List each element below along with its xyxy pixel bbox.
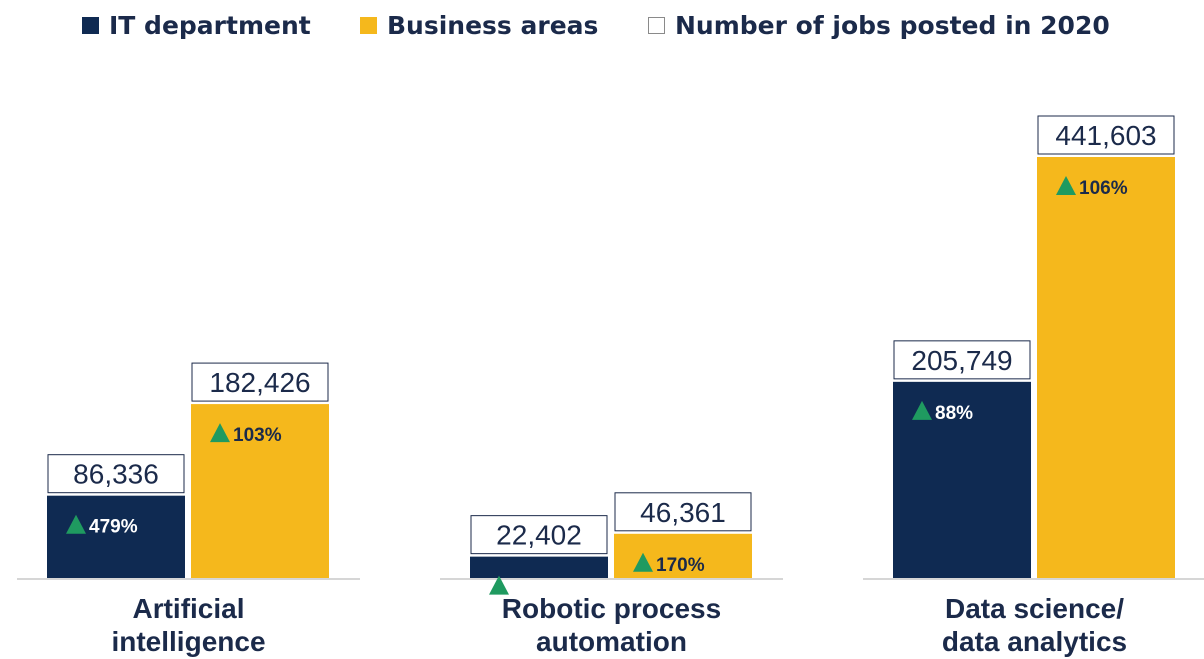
bar-business-areas: [191, 404, 329, 578]
value-label-box: [893, 340, 1031, 380]
growth-label: 530%: [512, 578, 561, 599]
value-label-box: [47, 454, 185, 494]
category-label: automation: [536, 626, 687, 657]
legend-label-it: IT department: [109, 10, 311, 40]
legend-label-jobs-posted: Number of jobs posted in 2020: [675, 10, 1110, 40]
value-label: 86,336: [73, 459, 159, 490]
value-label: 182,426: [209, 367, 310, 398]
growth-label: 479%: [89, 517, 138, 538]
category-label: Data science/: [945, 593, 1124, 624]
growth-label: 103%: [233, 425, 282, 446]
legend-item-jobs-posted: Number of jobs posted in 2020: [648, 8, 1110, 42]
value-label-box: [1037, 115, 1175, 155]
value-label: 22,402: [496, 520, 582, 551]
growth-up-arrow-icon: [633, 552, 653, 572]
growth-label: 88%: [935, 403, 973, 424]
category-label: Robotic process: [502, 593, 721, 624]
legend-swatch-jobs-posted: [648, 16, 665, 34]
value-label: 441,603: [1055, 120, 1156, 151]
value-label: 205,749: [911, 345, 1012, 376]
value-label-box: [191, 362, 329, 402]
legend-swatch-business: [360, 16, 377, 34]
category-label: Artificial: [132, 593, 244, 624]
value-label-box: [470, 515, 608, 555]
growth-up-arrow-icon: [912, 400, 932, 420]
growth-label: 170%: [656, 555, 705, 576]
legend-label-business: Business areas: [387, 10, 599, 40]
value-label-box: [614, 492, 752, 532]
category-label: intelligence: [111, 626, 265, 657]
growth-up-arrow-icon: [210, 423, 230, 443]
growth-up-arrow-icon: [489, 575, 509, 595]
growth-up-arrow-icon: [66, 514, 86, 534]
growth-up-arrow-icon: [1056, 176, 1076, 195]
bar-it-department: [470, 556, 608, 578]
value-label: 46,361: [640, 497, 726, 528]
category-label: data analytics: [942, 626, 1127, 657]
growth-label: 106%: [1079, 178, 1128, 199]
bar-it-department: [47, 495, 185, 578]
legend-item-business: Business areas: [360, 8, 598, 42]
bar-business-areas: [1037, 157, 1175, 578]
legend: IT department Business areas Number of j…: [0, 0, 1204, 50]
legend-item-it: IT department: [82, 8, 311, 42]
legend-swatch-it: [82, 16, 99, 34]
